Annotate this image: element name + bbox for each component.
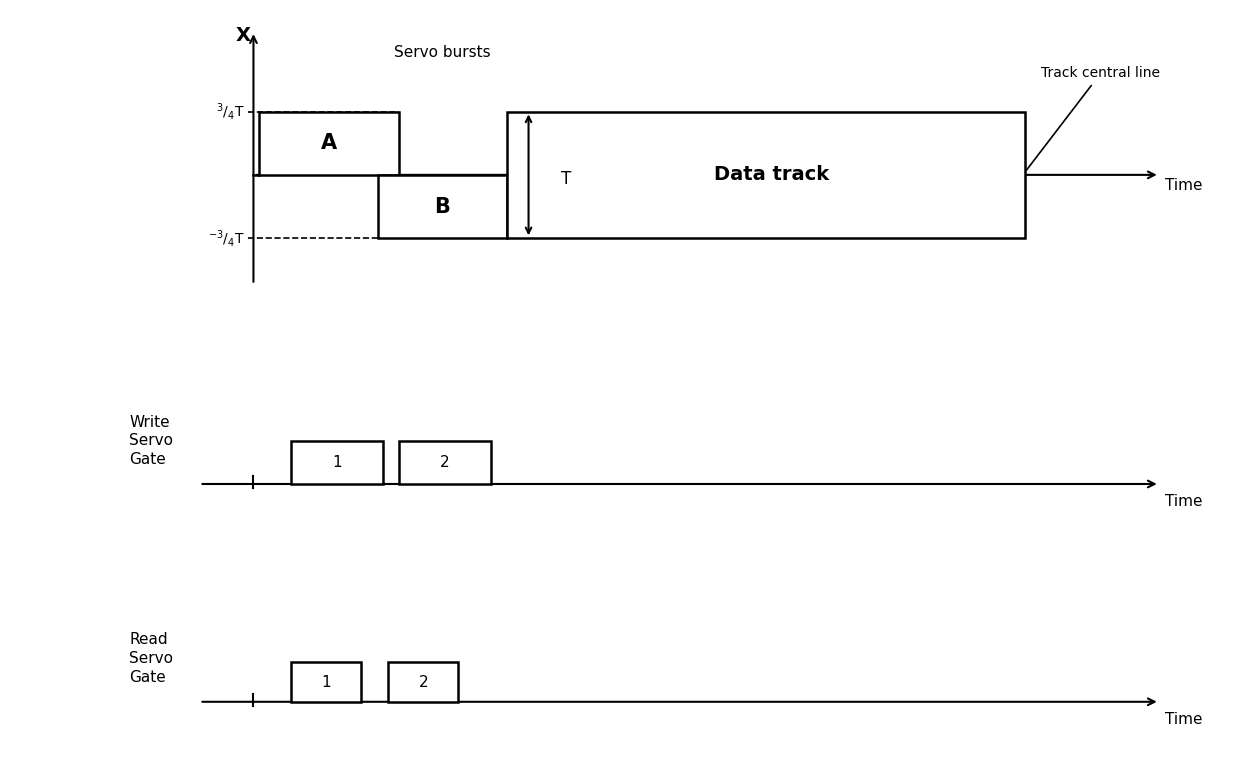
Text: Time: Time bbox=[1166, 178, 1203, 192]
Bar bbox=[291, 441, 383, 484]
Text: Track central line: Track central line bbox=[1027, 66, 1159, 170]
Text: 2: 2 bbox=[440, 454, 450, 470]
Text: $\mathsf{^3/_4}$T: $\mathsf{^3/_4}$T bbox=[216, 101, 244, 122]
Text: Servo bursts: Servo bursts bbox=[394, 45, 490, 60]
Bar bbox=[507, 112, 1024, 238]
Text: 1: 1 bbox=[321, 675, 331, 689]
Text: Time: Time bbox=[1166, 711, 1203, 727]
Text: 2: 2 bbox=[419, 675, 428, 689]
Bar bbox=[259, 112, 399, 175]
Bar bbox=[399, 441, 491, 484]
Text: A: A bbox=[321, 133, 337, 153]
Text: X: X bbox=[236, 26, 250, 45]
Text: Data track: Data track bbox=[714, 166, 828, 185]
Text: Write
Servo
Gate: Write Servo Gate bbox=[129, 415, 174, 467]
Bar bbox=[388, 663, 459, 701]
Text: T: T bbox=[560, 170, 572, 188]
Text: Time: Time bbox=[1166, 494, 1203, 508]
Text: Read
Servo
Gate: Read Servo Gate bbox=[129, 632, 174, 685]
Text: B: B bbox=[434, 197, 450, 217]
Text: 1: 1 bbox=[332, 454, 342, 470]
Bar bbox=[291, 663, 361, 701]
Text: $\mathsf{^{-3}/_4}$T: $\mathsf{^{-3}/_4}$T bbox=[208, 228, 244, 249]
Bar bbox=[377, 175, 507, 238]
